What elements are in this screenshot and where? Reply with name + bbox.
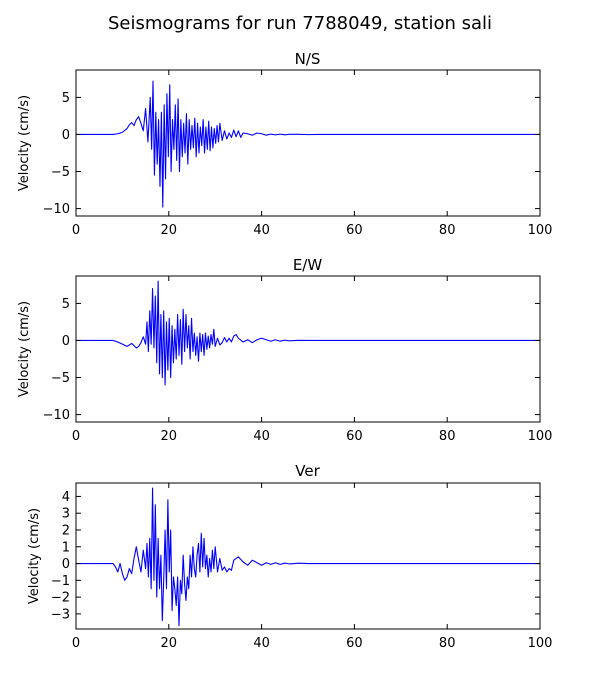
y-tick-label: 0 xyxy=(62,557,70,572)
y-tick-label: 4 xyxy=(62,490,70,505)
y-tick-label: 1 xyxy=(62,540,70,555)
x-tick-label: 80 xyxy=(439,636,456,651)
seismogram-trace xyxy=(76,280,540,386)
y-tick-label: 0 xyxy=(62,128,70,143)
x-tick-label: 40 xyxy=(253,223,270,238)
x-tick-label: 80 xyxy=(439,429,456,444)
x-tick-label: 20 xyxy=(161,636,178,651)
x-tick-label: 60 xyxy=(346,223,363,238)
y-tick-label: −1 xyxy=(51,574,70,589)
y-tick-label: −5 xyxy=(51,371,70,386)
x-tick-label: 0 xyxy=(72,429,80,444)
panel-title: N/S xyxy=(295,50,321,68)
y-tick-label: 3 xyxy=(62,507,70,522)
y-tick-label: −5 xyxy=(51,165,70,180)
y-tick-label: −10 xyxy=(43,202,70,217)
x-tick-label: 20 xyxy=(161,429,178,444)
y-tick-label: 5 xyxy=(62,91,70,106)
y-tick-label: 2 xyxy=(62,523,70,538)
plot-frame xyxy=(75,275,541,423)
plot-frame xyxy=(75,482,541,630)
panel-ew: E/W 0 20 40 60 80 100 −10 −5 0 5 Velocity (cm/s) xyxy=(17,256,552,444)
y-axis-label: Velocity (cm/s) xyxy=(27,508,42,604)
x-tick-label: 40 xyxy=(253,429,270,444)
y-axis-label: Velocity (cm/s) xyxy=(17,301,32,397)
y-axis-label: Velocity (cm/s) xyxy=(17,95,32,191)
x-tick-label: 100 xyxy=(528,223,553,238)
seismogram-trace xyxy=(76,80,540,208)
panel-title: Ver xyxy=(295,462,320,480)
seismogram-trace xyxy=(76,487,540,627)
y-tick-label: 5 xyxy=(62,297,70,312)
x-tick-label: 100 xyxy=(528,429,553,444)
panel-title: E/W xyxy=(293,256,323,274)
plot-frame xyxy=(75,69,541,217)
y-tick-label: 0 xyxy=(62,334,70,349)
x-tick-label: 0 xyxy=(72,223,80,238)
panel-ns: N/S 0 20 40 60 80 100 −10 −5 0 5 Velocity (cm/s) xyxy=(17,50,552,238)
y-tick-label: −3 xyxy=(51,607,70,622)
x-tick-label: 0 xyxy=(72,636,80,651)
x-tick-label: 100 xyxy=(528,636,553,651)
y-tick-label: −10 xyxy=(43,408,70,423)
x-tick-label: 60 xyxy=(346,636,363,651)
x-tick-label: 80 xyxy=(439,223,456,238)
figure-title: Seismograms for run 7788049, station sal… xyxy=(108,13,492,34)
y-tick-label: −2 xyxy=(51,591,70,606)
x-tick-label: 20 xyxy=(161,223,178,238)
x-tick-label: 40 xyxy=(253,636,270,651)
x-tick-label: 60 xyxy=(346,429,363,444)
panel-ver: Ver 0 20 40 60 80 100 −3−2 −1 0 1 23 4 Velocity (cm/… xyxy=(27,462,552,651)
